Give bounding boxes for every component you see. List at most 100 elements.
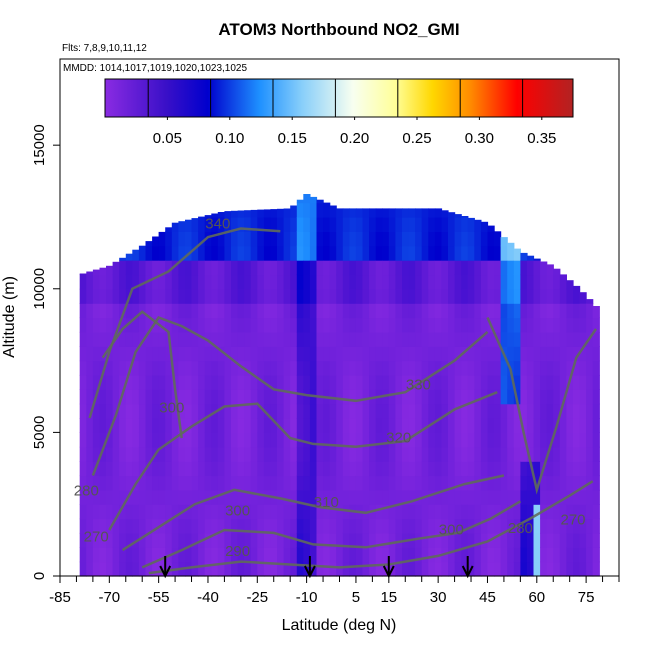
heatmap-cell (171, 346, 179, 362)
heatmap-cell (573, 389, 581, 405)
heatmap-cell (79, 489, 87, 505)
heatmap-cell (382, 260, 390, 276)
heatmap-cell (448, 288, 456, 304)
heatmap-cell (112, 504, 120, 520)
heatmap-cell (467, 260, 475, 276)
heatmap-cell (178, 403, 186, 419)
heatmap-cell (513, 374, 521, 390)
heatmap-cell (323, 461, 331, 477)
heatmap-cell (329, 532, 337, 548)
heatmap-cell (250, 217, 258, 232)
heatmap-cell (349, 403, 357, 419)
heatmap-cell (165, 374, 173, 390)
heatmap-cell (533, 303, 541, 319)
heatmap-cell (579, 303, 587, 319)
heatmap-cell (355, 217, 364, 232)
heatmap-cell (158, 303, 166, 319)
heatmap-cell (474, 518, 482, 534)
heatmap-cell (428, 489, 436, 505)
heatmap-cell (546, 547, 554, 563)
heatmap-cell (224, 461, 232, 477)
heatmap-cell (99, 274, 107, 290)
heatmap-cell (237, 231, 245, 247)
heatmap-cell (513, 504, 521, 520)
heatmap-cell (257, 346, 265, 362)
heatmap-cell (362, 288, 370, 304)
heatmap-cell (263, 418, 272, 433)
heatmap-cell (349, 360, 357, 376)
heatmap-cell (309, 475, 318, 491)
heatmap-cell (237, 561, 245, 577)
heatmap-cell (388, 403, 396, 419)
heatmap-cell (402, 360, 410, 376)
heatmap-cell (277, 418, 285, 433)
heatmap-cell (566, 518, 574, 534)
heatmap-cell (165, 274, 173, 290)
heatmap-cell (323, 303, 331, 319)
heatmap-cell (342, 461, 350, 477)
heatmap-cell (520, 518, 528, 534)
heatmap-cell (382, 208, 390, 218)
heatmap-cell (421, 245, 429, 261)
heatmap-cell (355, 547, 364, 563)
heatmap-cell (349, 461, 357, 477)
heatmap-cell (185, 260, 193, 276)
heatmap-cell (92, 504, 101, 520)
heatmap-cell (546, 504, 554, 520)
heatmap-cell (500, 547, 508, 563)
heatmap-cell (573, 446, 581, 462)
heatmap-cell (270, 461, 278, 477)
heatmap-cell (546, 446, 554, 462)
heatmap-cell (592, 317, 600, 333)
heatmap-cell (185, 403, 193, 419)
x-axis-label: Latitude (deg N) (282, 617, 397, 634)
heatmap-cell (395, 561, 403, 577)
heatmap-cell (362, 475, 370, 491)
heatmap-cell (152, 489, 160, 505)
heatmap-cell (138, 547, 147, 563)
heatmap-cell (165, 475, 173, 491)
heatmap-cell (231, 475, 239, 491)
heatmap-cell (99, 360, 107, 376)
heatmap-cell (138, 260, 147, 276)
heatmap-cell (316, 518, 324, 534)
heatmap-cell (283, 288, 291, 304)
heatmap-cell (454, 331, 462, 347)
heatmap-cell (382, 303, 390, 319)
heatmap-cell (303, 504, 311, 520)
heatmap-cell (428, 403, 436, 419)
heatmap-cell (421, 317, 429, 333)
heatmap-cell (132, 418, 140, 433)
heatmap-cell (316, 274, 324, 290)
heatmap-cell (559, 360, 567, 376)
heatmap-cell (198, 260, 206, 276)
heatmap-cell (329, 561, 337, 577)
heatmap-cell (454, 245, 462, 261)
heatmap-cell (382, 403, 390, 419)
heatmap-cell (309, 547, 318, 563)
heatmap-cell (454, 475, 462, 491)
heatmap-cell (296, 231, 304, 247)
heatmap-cell (434, 274, 443, 290)
heatmap-cell (342, 331, 350, 347)
heatmap-cell (408, 432, 416, 448)
heatmap-cell (395, 288, 403, 304)
heatmap-cell (573, 317, 581, 333)
heatmap-cell (441, 231, 449, 247)
heatmap-cell (152, 317, 160, 333)
heatmap-cell (382, 317, 390, 333)
heatmap-cell (329, 446, 337, 462)
heatmap-cell (309, 274, 318, 290)
contour-label: 290 (225, 543, 250, 560)
heatmap-cell (375, 360, 383, 376)
heatmap-cell (217, 231, 225, 247)
heatmap-cell (467, 389, 475, 405)
heatmap-cell (132, 331, 140, 347)
heatmap-cell (573, 532, 581, 548)
heatmap-cell (408, 245, 416, 261)
heatmap-cell (237, 403, 245, 419)
colorbar-tick-label: 0.35 (527, 130, 556, 147)
heatmap-cell (382, 346, 390, 362)
heatmap-cell (500, 245, 508, 261)
